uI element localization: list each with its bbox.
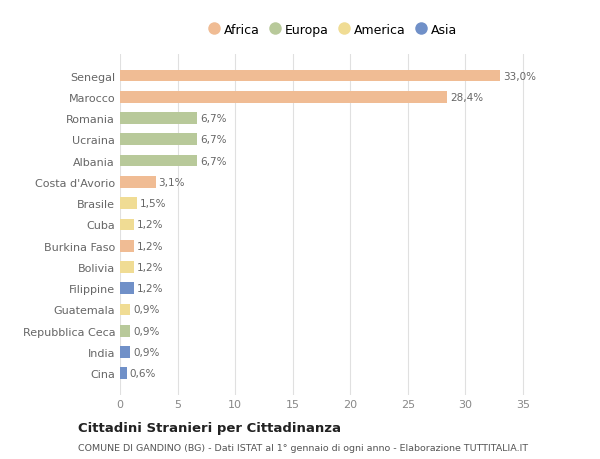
Text: 1,2%: 1,2% [137, 220, 163, 230]
Bar [120, 198, 137, 209]
Bar [120, 113, 197, 125]
Text: 3,1%: 3,1% [158, 178, 185, 187]
Bar [120, 92, 447, 103]
Text: 0,6%: 0,6% [130, 369, 156, 379]
Bar [120, 156, 197, 167]
Text: 1,2%: 1,2% [137, 241, 163, 251]
Bar [120, 71, 500, 82]
Text: 1,2%: 1,2% [137, 263, 163, 272]
Text: 6,7%: 6,7% [200, 114, 227, 124]
Bar [120, 347, 130, 358]
Text: COMUNE DI GANDINO (BG) - Dati ISTAT al 1° gennaio di ogni anno - Elaborazione TU: COMUNE DI GANDINO (BG) - Dati ISTAT al 1… [78, 443, 528, 452]
Text: Cittadini Stranieri per Cittadinanza: Cittadini Stranieri per Cittadinanza [78, 421, 341, 434]
Bar [120, 134, 197, 146]
Legend: Africa, Europa, America, Asia: Africa, Europa, America, Asia [205, 21, 461, 41]
Bar [120, 177, 155, 188]
Text: 1,5%: 1,5% [140, 199, 167, 209]
Bar [120, 368, 127, 379]
Bar [120, 325, 130, 337]
Text: 6,7%: 6,7% [200, 156, 227, 166]
Text: 1,2%: 1,2% [137, 284, 163, 294]
Text: 0,9%: 0,9% [133, 326, 160, 336]
Text: 6,7%: 6,7% [200, 135, 227, 145]
Bar [120, 219, 134, 231]
Text: 0,9%: 0,9% [133, 347, 160, 357]
Text: 33,0%: 33,0% [503, 71, 536, 81]
Bar [120, 241, 134, 252]
Text: 0,9%: 0,9% [133, 305, 160, 315]
Bar [120, 304, 130, 316]
Text: 28,4%: 28,4% [450, 93, 483, 102]
Bar [120, 283, 134, 294]
Bar [120, 262, 134, 273]
